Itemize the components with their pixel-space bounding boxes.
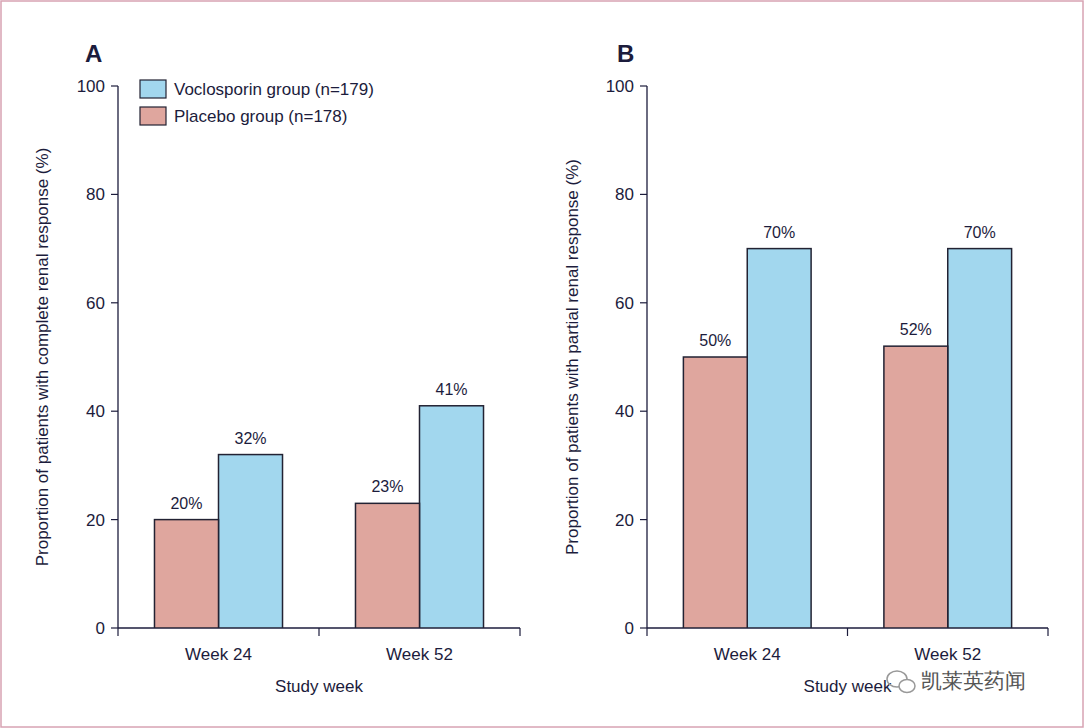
bar [219, 455, 283, 628]
panel-title: A [85, 40, 102, 67]
y-tick [640, 519, 647, 520]
y-tick [111, 519, 118, 520]
bar [683, 357, 747, 628]
bars [683, 249, 1011, 628]
y-axis [117, 86, 118, 628]
y-tick-label: 60 [86, 294, 105, 313]
y-tick-label: 20 [86, 511, 105, 530]
y-tick [640, 302, 647, 303]
y-tick [640, 85, 647, 86]
panel: A 0 20 40 60 80 100 Proportion of patients with… [33, 40, 520, 696]
y-tick [111, 302, 118, 303]
data-label: 20% [170, 495, 202, 512]
bar [154, 520, 218, 628]
legend-label: Voclosporin group (n=179) [174, 80, 374, 99]
y-tick-label: 80 [86, 185, 105, 204]
y-tick [111, 411, 118, 412]
x-axis-label: Study week [275, 677, 363, 696]
panel-title: B [617, 40, 634, 67]
y-tick [640, 411, 647, 412]
x-axis-label: Study week [804, 677, 892, 696]
data-label: 70% [964, 224, 996, 241]
y-tick [640, 627, 647, 628]
data-labels: 70% 70% 50% 52% [699, 224, 995, 349]
y-axis-label: Proportion of patients with complete ren… [33, 148, 52, 567]
x-tick [847, 628, 848, 636]
y-axis [646, 86, 647, 628]
bar [355, 503, 419, 628]
y-tick-label: 80 [615, 185, 634, 204]
x-tick-label: Week 24 [714, 645, 781, 664]
y-tick-label: 0 [625, 619, 634, 638]
y-tick [111, 85, 118, 86]
bar [884, 346, 948, 628]
y-tick-label: 100 [606, 77, 634, 96]
watermark: 凯莱英药闻 [887, 669, 1026, 693]
watermark-icon [899, 680, 915, 693]
y-tick-label: 40 [86, 402, 105, 421]
figure: A 0 20 40 60 80 100 Proportion of patients with… [0, 0, 1084, 728]
x-tick [1047, 628, 1048, 636]
x-tick-label: Week 24 [185, 645, 252, 664]
x-tick [519, 628, 520, 636]
y-tick-label: 40 [615, 402, 634, 421]
x-tick [117, 628, 118, 636]
y-axis-label: Proportion of patients with partial rena… [563, 159, 582, 555]
bars [154, 406, 483, 628]
y-tick [111, 627, 118, 628]
x-tick [646, 628, 647, 636]
y-tick-label: 100 [77, 77, 105, 96]
panel: B 0 20 40 60 80 100 Proportion of patients with… [563, 40, 1048, 696]
bar [747, 249, 811, 628]
y-tick [111, 194, 118, 195]
bar [948, 249, 1012, 628]
legend: Voclosporin group (n=179) Placebo group (… [140, 80, 374, 126]
legend-swatch [140, 107, 166, 125]
data-label: 50% [699, 332, 731, 349]
y-tick [640, 194, 647, 195]
x-tick [318, 628, 319, 636]
data-label: 70% [763, 224, 795, 241]
watermark-text: 凯莱英药闻 [921, 669, 1026, 692]
x-tick-label: Week 52 [386, 645, 453, 664]
frame [1, 1, 1083, 727]
data-label: 52% [900, 321, 932, 338]
data-labels: 32% 41% 20% 23% [170, 381, 467, 512]
y-tick-label: 60 [615, 294, 634, 313]
legend-swatch [140, 80, 166, 98]
legend-label: Placebo group (n=178) [174, 107, 347, 126]
bar [420, 406, 484, 628]
data-label: 23% [371, 478, 403, 495]
data-label: 41% [435, 381, 467, 398]
x-tick-label: Week 52 [914, 645, 981, 664]
y-tick-label: 0 [96, 619, 105, 638]
y-tick-label: 20 [615, 511, 634, 530]
data-label: 32% [234, 430, 266, 447]
